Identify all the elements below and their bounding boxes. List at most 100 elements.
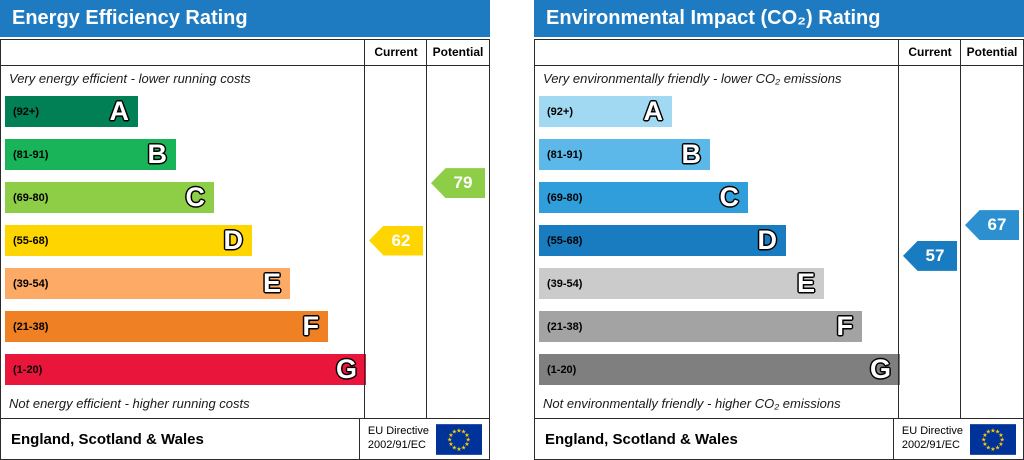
column-divider [426,40,427,418]
band-row-c: (69-80) C [5,176,489,219]
svg-text:★: ★ [452,444,458,451]
svg-text:★: ★ [448,441,454,448]
band-range-label: (55-68) [13,234,49,247]
band-row-f: (21-38) F [5,305,489,348]
band-letter: A [109,96,130,126]
svg-text:★: ★ [447,436,453,443]
band-row-e: (39-54) E [539,262,1023,305]
band-range-label: (92+) [547,105,573,118]
band-letter: G [335,354,357,384]
eu-directive-line: 2002/91/EC [367,439,426,451]
band-letter: A [643,96,664,126]
rating-table: Current Potential Very environmentally f… [534,39,1024,460]
panel-title: Environmental Impact (CO₂) Rating [546,7,881,29]
band-bar: (55-68) D [5,225,252,256]
footer-region: England, Scotland & Wales [11,430,204,448]
svg-text:★: ★ [461,444,467,451]
eu-directive-block: EU Directive 2002/91/EC ★ ★ ★ ★ ★ ★ ★ ★ ★ ★ ★ ★ [358,419,489,459]
eu-directive-line: EU Directive [367,425,429,438]
band-range-label: (92+) [13,105,39,118]
panel-energy-efficiency: Energy Efficiency Rating Current Potenti… [0,0,490,460]
band-row-b: (81-91) B [5,133,489,176]
bottom-note: Not energy efficient - higher running co… [9,396,250,411]
column-header-spacer [535,40,899,65]
svg-text:★: ★ [456,445,462,452]
band-range-label: (1-20) [13,363,43,376]
band-range-label: (21-38) [547,320,583,333]
bottom-note: Not environmentally friendly - higher CO… [543,396,841,411]
svg-text:★: ★ [452,428,458,435]
top-note: Very environmentally friendly - lower CO… [543,71,842,86]
band-bar: (92+) A [539,96,672,127]
panel-header: Energy Efficiency Rating [0,0,490,37]
band-range-label: (69-80) [13,191,49,204]
band-letter: E [262,268,281,298]
svg-text:★: ★ [464,432,470,439]
band-row-d: (55-68) D [539,219,1023,262]
svg-text:★: ★ [982,441,988,448]
panel-title: Energy Efficiency Rating [12,7,248,29]
column-header-current: Current [908,45,952,59]
svg-text:★: ★ [461,428,467,435]
band-range-label: (69-80) [547,191,583,204]
column-divider [364,40,365,418]
svg-text:★: ★ [456,427,462,434]
band-bar: (39-54) E [539,268,824,299]
band-range-label: (81-91) [547,148,583,161]
band-bar: (92+) A [5,96,138,127]
band-range-label: (39-54) [547,277,583,290]
band-letter: B [147,139,168,169]
band-row-b: (81-91) B [539,133,1023,176]
band-bar: (1-20) G [5,354,366,385]
eu-directive-text: EU Directive 2002/91/EC [902,425,963,453]
panel-header: Environmental Impact (CO₂) Rating [534,0,1024,37]
rating-body: Very environmentally friendly - lower CO… [535,66,1023,418]
column-header-potential: Potential [966,45,1018,59]
column-header-row: Current Potential [1,40,489,66]
svg-text:★: ★ [990,445,996,452]
band-bar: (21-38) F [539,311,862,342]
band-row-c: (69-80) C [539,176,1023,219]
band-bar: (21-38) F [5,311,328,342]
band-range-label: (39-54) [13,277,49,290]
band-letter: C [719,182,740,212]
svg-text:★: ★ [999,436,1005,443]
band-letter: G [869,354,891,384]
footer-region: England, Scotland & Wales [545,430,738,448]
svg-text:★: ★ [986,444,992,451]
eu-directive-line: 2002/91/EC [901,439,960,451]
band-range-label: (81-91) [13,148,49,161]
svg-text:★: ★ [995,444,1001,451]
column-divider [960,40,961,418]
svg-text:★: ★ [465,436,471,443]
svg-text:★: ★ [986,428,992,435]
band-row-d: (55-68) D [5,219,489,262]
svg-text:★: ★ [998,432,1004,439]
band-letter: D [757,225,778,255]
band-bar: (39-54) E [5,268,290,299]
band-bar: (81-91) B [539,139,710,170]
panel-footer: England, Scotland & Wales EU Directive 2… [535,418,1023,459]
band-row-a: (92+) A [5,90,489,133]
band-row-g: (1-20) G [5,348,489,391]
column-header-potential: Potential [432,45,484,59]
svg-text:★: ★ [990,427,996,434]
bands: (92+) A (81-91) B (69-80) C [535,90,1023,391]
rating-table: Current Potential Very energy efficient … [0,39,490,460]
eu-directive-text: EU Directive 2002/91/EC [368,425,429,453]
bands: (92+) A (81-91) B (69-80) C [1,90,489,391]
panel-environmental-impact: Environmental Impact (CO₂) Rating Curren… [534,0,1024,460]
eu-flag-icon: ★ ★★★★★★★★★★★ [436,423,482,455]
eu-directive-line: EU Directive [901,425,963,438]
band-bar: (81-91) B [5,139,176,170]
svg-text:★: ★ [464,441,470,448]
svg-text:★: ★ [982,432,988,439]
band-letter: E [796,268,815,298]
band-bar: (69-80) C [539,182,748,213]
panel-footer: England, Scotland & Wales EU Directive 2… [1,418,489,459]
band-letter: C [185,182,206,212]
eu-flag-icon: ★ ★★★★★★★★★★★ [970,423,1016,455]
band-row-e: (39-54) E [5,262,489,305]
band-letter: D [223,225,244,255]
